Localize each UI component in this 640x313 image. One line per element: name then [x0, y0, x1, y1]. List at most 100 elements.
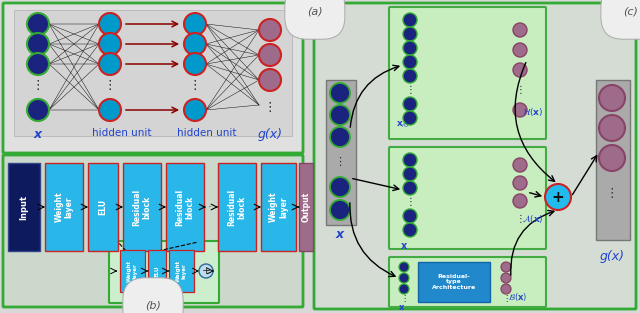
Circle shape [513, 194, 527, 208]
FancyBboxPatch shape [389, 147, 546, 249]
Circle shape [399, 273, 409, 283]
Text: ⋮: ⋮ [605, 187, 618, 199]
Bar [148, 250, 166, 292]
Circle shape [259, 44, 281, 66]
Text: Input: Input [19, 194, 29, 219]
Circle shape [259, 69, 281, 91]
Circle shape [330, 83, 350, 103]
Circle shape [399, 284, 409, 294]
Circle shape [403, 27, 417, 41]
Text: ⋮: ⋮ [104, 80, 116, 93]
Circle shape [403, 13, 417, 27]
Circle shape [27, 99, 49, 121]
Text: g(x): g(x) [600, 250, 625, 263]
Circle shape [403, 223, 417, 237]
Circle shape [184, 53, 206, 75]
Text: +: + [202, 266, 211, 276]
Text: x: x [336, 228, 344, 241]
Circle shape [184, 33, 206, 55]
Circle shape [513, 103, 527, 117]
Text: Residual
block: Residual block [227, 188, 246, 226]
Circle shape [27, 13, 49, 35]
Circle shape [403, 181, 417, 195]
Bar [8, 163, 40, 251]
Text: x: x [34, 128, 42, 141]
Text: ⋮: ⋮ [405, 197, 415, 207]
Circle shape [403, 55, 417, 69]
Circle shape [330, 127, 350, 147]
Circle shape [403, 167, 417, 181]
Circle shape [545, 184, 571, 210]
Text: ⋮: ⋮ [405, 85, 415, 95]
Text: g(x): g(x) [257, 128, 282, 141]
Circle shape [513, 158, 527, 172]
Bar [14, 10, 292, 136]
Circle shape [599, 145, 625, 171]
Circle shape [501, 284, 511, 294]
FancyBboxPatch shape [314, 3, 636, 309]
Text: Weight
layer: Weight layer [127, 260, 138, 282]
Circle shape [513, 176, 527, 190]
Text: $\mathbf{x}$: $\mathbf{x}$ [400, 241, 408, 251]
Text: ⋮: ⋮ [335, 157, 346, 167]
FancyBboxPatch shape [109, 241, 219, 303]
Text: Weight
layer: Weight layer [54, 192, 74, 222]
Text: +: + [552, 189, 564, 204]
Text: ⋮: ⋮ [400, 295, 408, 304]
Text: $\mathbf{x}$: $\mathbf{x}$ [398, 303, 406, 312]
Circle shape [513, 23, 527, 37]
Text: ⋮: ⋮ [32, 80, 44, 93]
Text: $\mathcal{A}(\mathbf{x})$: $\mathcal{A}(\mathbf{x})$ [522, 213, 544, 225]
Bar [418, 262, 490, 302]
Bar [299, 163, 313, 251]
FancyBboxPatch shape [389, 7, 546, 139]
Text: hidden unit: hidden unit [92, 128, 152, 138]
Circle shape [501, 273, 511, 283]
Circle shape [184, 13, 206, 35]
Text: Output: Output [301, 192, 310, 222]
Circle shape [403, 209, 417, 223]
Bar [261, 163, 296, 251]
Text: Weight
layer: Weight layer [269, 192, 288, 222]
Circle shape [27, 33, 49, 55]
Circle shape [513, 63, 527, 77]
Circle shape [259, 19, 281, 41]
Circle shape [403, 69, 417, 83]
Bar [45, 163, 83, 251]
Text: ⋮: ⋮ [515, 85, 525, 95]
Text: · · ·: · · · [201, 202, 219, 212]
Text: (a): (a) [307, 7, 323, 17]
Text: ELU: ELU [154, 265, 159, 277]
Circle shape [513, 43, 527, 57]
Circle shape [599, 115, 625, 141]
Circle shape [599, 85, 625, 111]
Circle shape [330, 105, 350, 125]
Text: $\mathcal{H}(\mathbf{x})$: $\mathcal{H}(\mathbf{x})$ [522, 106, 543, 118]
Circle shape [99, 53, 121, 75]
FancyBboxPatch shape [3, 155, 303, 307]
Bar [123, 163, 161, 251]
Bar [120, 250, 145, 292]
Circle shape [99, 99, 121, 121]
Circle shape [27, 53, 49, 75]
Bar [169, 250, 194, 292]
FancyBboxPatch shape [3, 3, 303, 153]
Circle shape [99, 13, 121, 35]
Circle shape [330, 177, 350, 197]
Bar [218, 163, 256, 251]
Text: ELU: ELU [99, 199, 108, 215]
Circle shape [403, 97, 417, 111]
Bar [326, 80, 356, 225]
Text: ⋮: ⋮ [515, 214, 525, 224]
Text: ⋮: ⋮ [264, 100, 276, 114]
Text: ⋮: ⋮ [189, 80, 201, 93]
Circle shape [184, 99, 206, 121]
Text: $\mathcal{B}(\mathbf{x})$: $\mathcal{B}(\mathbf{x})$ [508, 291, 527, 303]
Circle shape [403, 41, 417, 55]
Bar [88, 163, 118, 251]
Circle shape [501, 262, 511, 272]
Circle shape [403, 153, 417, 167]
Circle shape [199, 264, 213, 278]
FancyBboxPatch shape [389, 257, 546, 307]
Text: Residual
block: Residual block [175, 188, 195, 226]
